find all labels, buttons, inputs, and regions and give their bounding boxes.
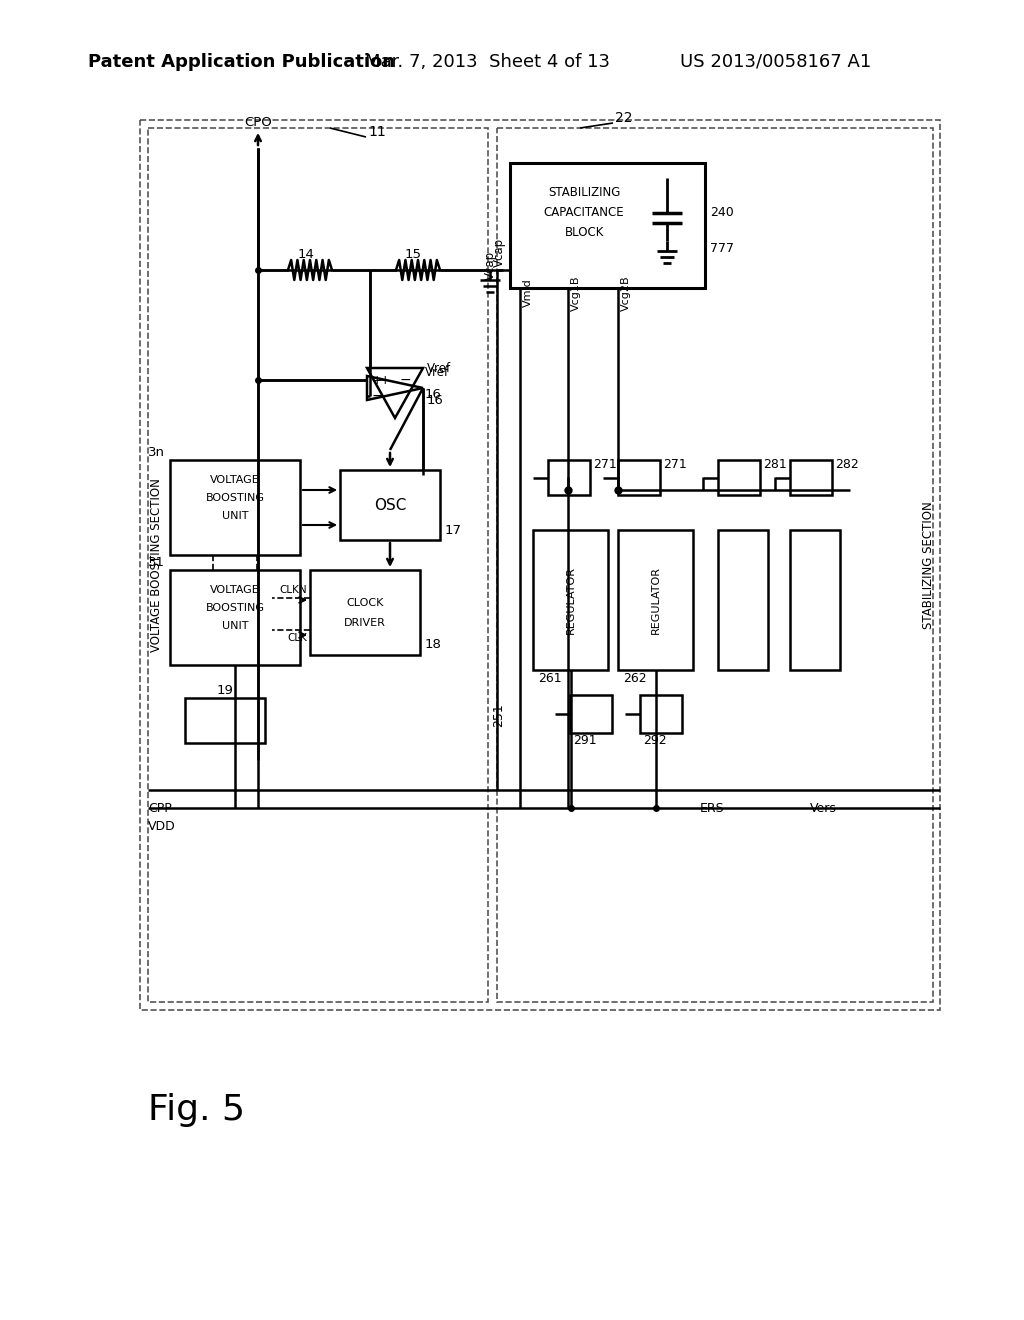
Text: Vmid: Vmid [523,279,534,308]
Bar [170,459,300,554]
Text: CPP: CPP [148,801,172,814]
Bar [185,698,265,743]
Text: −: − [399,374,411,387]
Bar [618,531,693,671]
Text: 281: 281 [763,458,786,471]
Text: 282: 282 [835,458,859,471]
Text: US 2013/0058167 A1: US 2013/0058167 A1 [680,53,871,71]
Bar [497,128,933,1002]
Text: 11: 11 [368,125,386,139]
Bar [148,128,488,1002]
Text: −: − [371,389,383,403]
Text: +: + [372,374,382,387]
Text: VOLTAGE: VOLTAGE [210,475,260,484]
Text: UNIT: UNIT [222,620,248,631]
Text: Vcap: Vcap [484,251,497,280]
Text: CAPACITANCE: CAPACITANCE [544,206,625,219]
Text: 16: 16 [427,393,443,407]
Bar [548,459,590,495]
Text: 16: 16 [425,388,442,401]
Bar [340,470,440,540]
Text: Vref: Vref [425,366,450,379]
Text: Vers: Vers [810,801,837,814]
Text: 292: 292 [643,734,667,747]
Text: STABILIZING: STABILIZING [548,186,621,199]
Text: 17: 17 [445,524,462,536]
Text: STABILIZING SECTION: STABILIZING SECTION [923,502,936,628]
Text: 22: 22 [615,111,633,125]
Text: Vcg2B: Vcg2B [621,275,631,310]
Text: BOOSTING: BOOSTING [206,492,264,503]
Bar [534,531,608,671]
Bar [718,459,760,495]
Text: 251: 251 [492,704,505,727]
Text: 31: 31 [148,556,165,569]
Text: Patent Application Publication: Patent Application Publication [88,53,395,71]
Text: BOOSTING: BOOSTING [206,603,264,612]
Text: Fig. 5: Fig. 5 [148,1093,245,1127]
Bar [510,162,705,288]
Text: Vcap: Vcap [493,238,506,267]
Text: CLKN: CLKN [280,585,307,595]
Bar [640,696,682,733]
Text: 261: 261 [538,672,561,685]
Text: 3n: 3n [148,446,165,458]
Bar [790,459,831,495]
Text: CLK: CLK [287,634,307,643]
Text: 271: 271 [593,458,616,471]
Text: Vcg1B: Vcg1B [571,276,581,310]
Text: 14: 14 [298,248,314,261]
Text: OSC: OSC [374,498,407,512]
Text: VOLTAGE: VOLTAGE [210,585,260,595]
Text: 291: 291 [573,734,597,747]
Text: VOLTAGE BOOSTING SECTION: VOLTAGE BOOSTING SECTION [150,478,163,652]
Text: Mar. 7, 2013  Sheet 4 of 13: Mar. 7, 2013 Sheet 4 of 13 [365,53,610,71]
Bar [570,696,612,733]
Text: 262: 262 [623,672,646,685]
Text: 777: 777 [710,242,734,255]
Bar [140,120,940,1010]
Text: DRIVER: DRIVER [344,618,386,627]
Text: REGULATOR: REGULATOR [650,566,660,634]
Text: 271: 271 [663,458,687,471]
Text: BLOCK: BLOCK [564,227,604,239]
Text: UNIT: UNIT [222,511,248,521]
Bar [718,531,768,671]
Bar [618,459,660,495]
Text: 15: 15 [406,248,422,261]
Text: CPO: CPO [244,116,272,128]
Text: REGULATOR: REGULATOR [565,566,575,634]
Text: 240: 240 [710,206,734,219]
Text: 19: 19 [216,684,233,697]
Text: ERS: ERS [700,801,725,814]
Bar [170,570,300,665]
Text: +: + [380,374,390,387]
Bar [310,570,420,655]
Bar [790,531,840,671]
Text: CLOCK: CLOCK [346,598,384,607]
Text: Vref: Vref [427,362,452,375]
Text: VDD: VDD [148,820,176,833]
Text: 18: 18 [425,639,442,652]
